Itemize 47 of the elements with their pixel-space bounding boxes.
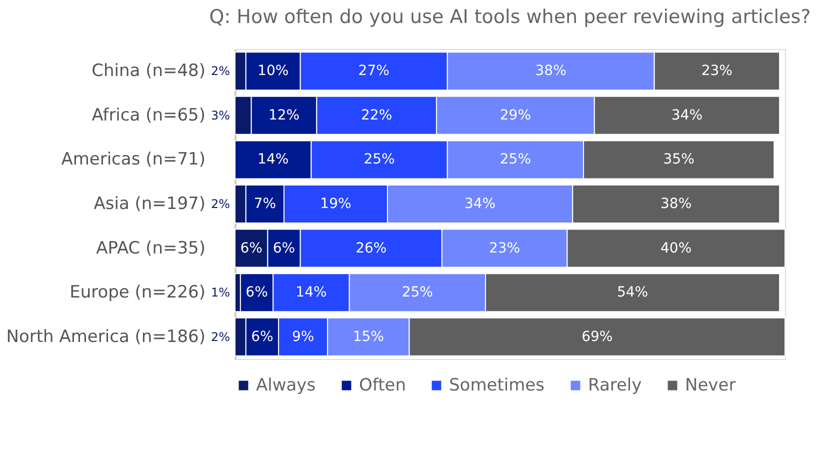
data-label: 23% bbox=[488, 240, 520, 256]
data-label: 9% bbox=[292, 328, 314, 345]
data-label: 34% bbox=[671, 107, 703, 124]
y-tick-label: China (n=48) bbox=[92, 61, 206, 82]
data-label: 25% bbox=[402, 284, 433, 301]
data-label: 3% bbox=[210, 108, 230, 122]
data-label: 2% bbox=[210, 64, 230, 78]
data-label: 23% bbox=[701, 63, 732, 80]
data-label: 6% bbox=[251, 328, 274, 345]
data-label: 25% bbox=[364, 152, 395, 168]
y-tick-label: North America (n=186) bbox=[6, 326, 206, 347]
legend-label: Sometimes bbox=[449, 376, 545, 396]
y-tick-label: Europe (n=226) bbox=[70, 282, 206, 303]
y-tick-label: Americas (n=71) bbox=[61, 150, 206, 170]
data-label: 19% bbox=[320, 196, 352, 212]
data-label: 15% bbox=[352, 328, 384, 345]
data-label: 25% bbox=[500, 152, 532, 168]
data-label: 14% bbox=[296, 284, 327, 301]
data-label: 12% bbox=[268, 107, 300, 124]
data-label: 2% bbox=[210, 330, 230, 344]
data-label: 40% bbox=[660, 240, 692, 256]
legend-label: Never bbox=[685, 376, 736, 396]
data-label: 34% bbox=[464, 196, 496, 212]
data-label: 10% bbox=[258, 63, 289, 80]
data-label: 6% bbox=[246, 284, 268, 301]
data-label: 1% bbox=[210, 286, 230, 300]
data-label: 26% bbox=[356, 240, 387, 256]
data-label: 22% bbox=[361, 107, 392, 124]
y-tick-label: APAC (n=35) bbox=[96, 238, 206, 258]
y-tick-label: Asia (n=197) bbox=[94, 194, 206, 214]
data-label: 14% bbox=[258, 152, 289, 168]
legend-label: Rarely bbox=[588, 376, 642, 396]
data-label: 54% bbox=[616, 284, 648, 301]
data-label: 35% bbox=[663, 152, 694, 168]
legend-label: Always bbox=[256, 376, 316, 396]
data-label: 6% bbox=[272, 240, 296, 256]
data-label: 2% bbox=[210, 197, 230, 211]
data-label: 38% bbox=[535, 63, 566, 80]
data-label: 38% bbox=[660, 196, 692, 212]
data-label: 7% bbox=[254, 196, 276, 212]
legend-label: Often bbox=[359, 376, 406, 396]
data-label: 29% bbox=[500, 107, 532, 124]
y-tick-label: Africa (n=65) bbox=[92, 105, 206, 126]
data-label: 27% bbox=[358, 63, 390, 80]
chart-title: Q: How often do you use AI tools when peer reviewing articles? bbox=[209, 6, 811, 28]
data-label: 69% bbox=[582, 328, 613, 345]
data-label: 6% bbox=[240, 240, 262, 256]
